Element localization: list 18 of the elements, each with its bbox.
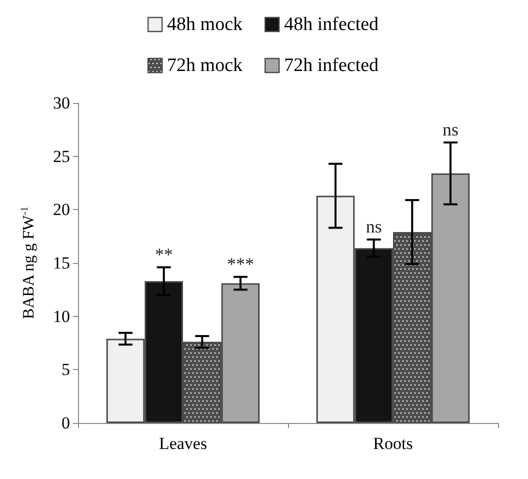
y-tick-label: 15 [53, 254, 70, 272]
data-label: ns [442, 119, 458, 140]
x-tick-label: Roots [373, 434, 413, 453]
legend-label: 72h mock [167, 55, 244, 76]
data-label: ns [366, 216, 382, 237]
y-tick-label: 0 [62, 414, 70, 432]
y-tick-label: 25 [53, 146, 70, 166]
legend-label: 72h infected [284, 55, 380, 76]
y-tick-label: 10 [53, 306, 70, 326]
data-label: ** [154, 244, 173, 264]
y-tick-label: 5 [62, 360, 70, 380]
data-label: *** [226, 254, 254, 274]
x-tick-label: Leaves [158, 434, 208, 453]
legend-label: 48h mock [167, 14, 244, 35]
legend-label: 48h infected [284, 14, 380, 35]
y-tick-label: 30 [53, 94, 70, 112]
y-tick-label: 20 [53, 200, 70, 220]
y-axis-title: BABA ng g FW-1 [20, 206, 38, 319]
